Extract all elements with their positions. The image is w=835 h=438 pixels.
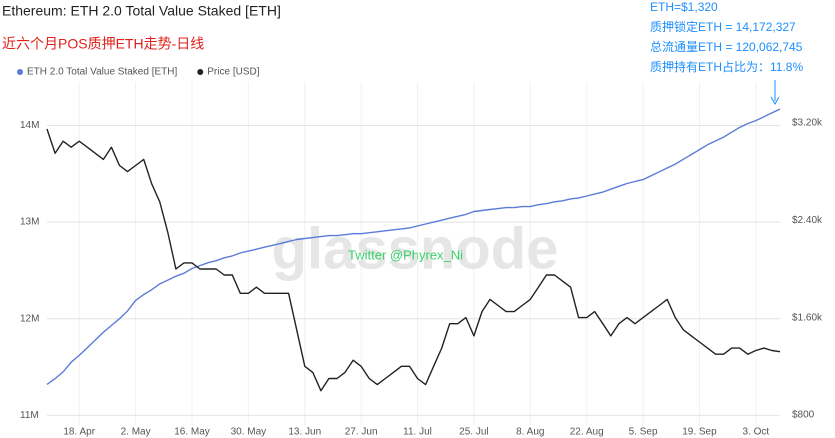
- legend-label: Price [USD]: [207, 67, 259, 78]
- x-tick-label: 5. Sep: [629, 427, 658, 438]
- x-tick-label: 8. Aug: [516, 427, 544, 438]
- y-tick-label: 11M: [20, 410, 39, 421]
- x-tick-label: 3. Oct: [742, 427, 769, 438]
- x-tick-label: 30. May: [231, 427, 267, 438]
- x-tick-label: 19. Sep: [682, 427, 717, 438]
- y-tick-label: 14M: [20, 120, 39, 131]
- x-tick-label: 25. Jul: [459, 427, 488, 438]
- y2-tick-label: $800: [792, 410, 815, 421]
- x-tick-label: 11. Jul: [403, 427, 432, 438]
- chart-subtitle: 近六个月POS质押ETH走势-日线: [2, 36, 204, 52]
- y2-tick-label: $3.20k: [792, 118, 823, 129]
- annotation: 质押锁定ETH = 14,172,327: [650, 19, 796, 34]
- credit: Twitter @Phyrex_Ni: [348, 247, 463, 262]
- y-tick-label: 13M: [20, 217, 39, 228]
- chart-title: Ethereum: ETH 2.0 Total Value Staked [ET…: [2, 3, 281, 19]
- series-line: [46, 128, 781, 392]
- legend-marker: [197, 69, 204, 75]
- annotation-arrowhead: [770, 96, 780, 106]
- annotation: 质押持有ETH占比为：11.8%: [650, 59, 803, 74]
- y2-tick-label: $1.60k: [792, 312, 823, 323]
- annotation: ETH=$1,320: [650, 0, 718, 14]
- series-line: [46, 108, 781, 385]
- legend-label: ETH 2.0 Total Value Staked [ETH]: [27, 67, 177, 78]
- x-tick-label: 18. Apr: [63, 427, 95, 438]
- annotation: 总流通量ETH = 120,062,745: [650, 40, 803, 54]
- x-tick-label: 13. Jun: [288, 427, 321, 438]
- legend-marker: [17, 69, 23, 75]
- y2-tick-label: $2.40k: [792, 215, 823, 226]
- x-tick-label: 27. Jun: [345, 427, 378, 438]
- x-tick-label: 2. May: [121, 427, 151, 438]
- y-tick-label: 12M: [20, 313, 39, 324]
- x-tick-label: 16. May: [174, 427, 210, 438]
- x-tick-label: 22. Aug: [570, 427, 604, 438]
